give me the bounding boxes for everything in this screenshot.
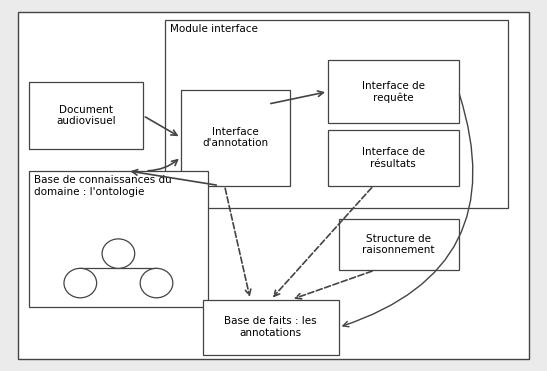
Bar	[165, 20, 508, 208]
Ellipse shape	[102, 239, 135, 268]
Bar	[28, 82, 143, 149]
Bar	[28, 171, 208, 307]
FancyArrowPatch shape	[146, 117, 177, 135]
Text: Module interface: Module interface	[170, 24, 258, 34]
FancyArrowPatch shape	[148, 160, 177, 171]
Text: Base de faits : les
annotations: Base de faits : les annotations	[224, 316, 317, 338]
Bar	[328, 130, 458, 186]
FancyArrowPatch shape	[271, 91, 323, 104]
FancyArrowPatch shape	[295, 271, 372, 299]
FancyArrowPatch shape	[132, 170, 216, 185]
Text: Base de connaissances du
domaine : l'ontologie: Base de connaissances du domaine : l'ont…	[34, 175, 172, 197]
Bar	[339, 219, 458, 270]
Bar	[328, 60, 458, 123]
FancyArrowPatch shape	[274, 188, 372, 296]
Text: Interface de
résultats: Interface de résultats	[362, 147, 424, 169]
Text: Document
audiovisuel: Document audiovisuel	[56, 105, 115, 127]
Bar	[203, 300, 339, 355]
FancyArrowPatch shape	[343, 94, 473, 327]
Ellipse shape	[140, 268, 173, 298]
Text: Structure de
raisonnement: Structure de raisonnement	[363, 234, 435, 255]
Bar	[181, 90, 290, 186]
FancyArrowPatch shape	[225, 188, 251, 295]
Ellipse shape	[64, 268, 97, 298]
Text: Interface
d'annotation: Interface d'annotation	[202, 127, 269, 148]
Text: Interface de
requête: Interface de requête	[362, 81, 424, 103]
